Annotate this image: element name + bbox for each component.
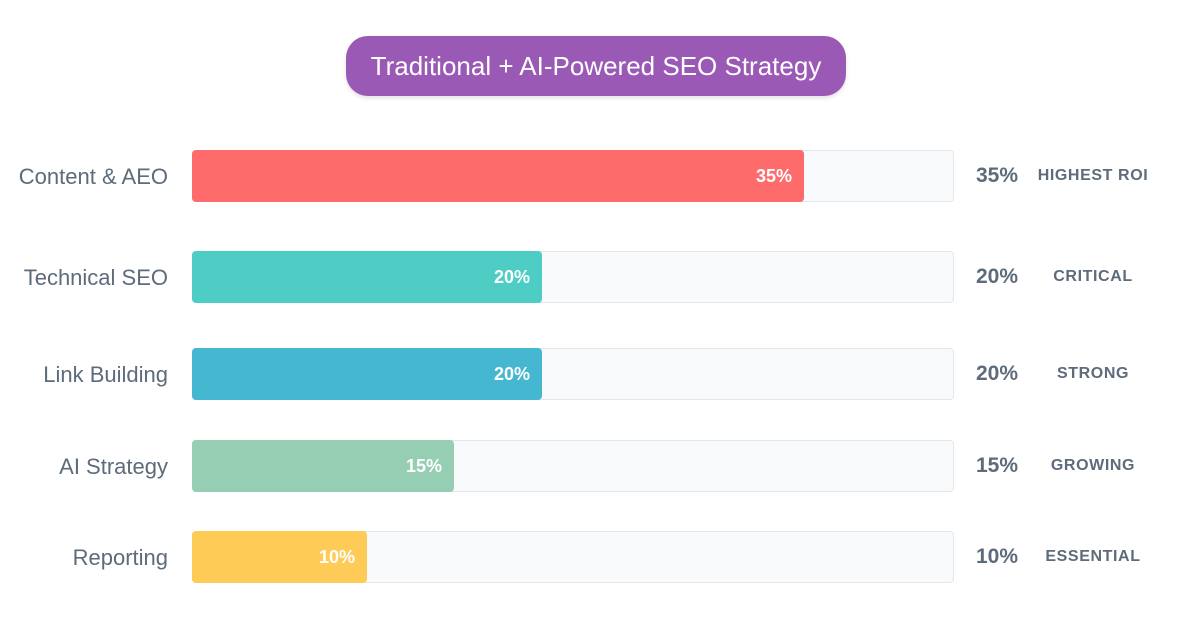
status-tag: GROWING <box>1050 457 1136 474</box>
category-label: Content & AEO <box>18 163 168 189</box>
bar-data-label: 15% <box>405 455 442 476</box>
chart-title: Traditional + AI-Powered SEO Strategy <box>346 36 846 96</box>
bar: 15% <box>192 440 454 492</box>
bar: 20% <box>192 348 542 400</box>
bar-track: 20% <box>192 348 954 400</box>
bar-row-reporting: Reporting 10% 10% ESSENTIAL <box>0 531 1200 583</box>
side-value-label: 15% <box>976 454 1019 477</box>
bar-row-link-building: Link Building 20% 20% STRONG <box>0 348 1200 400</box>
bar-track: 20% <box>192 251 954 303</box>
side-value-label: 10% <box>976 545 1019 568</box>
bar-data-label: 10% <box>318 546 355 567</box>
category-label: Link Building <box>43 361 168 387</box>
bar: 20% <box>192 251 542 303</box>
bar-track: 35% <box>192 150 954 202</box>
status-tag: STRONG <box>1056 365 1130 382</box>
side-value-label: 20% <box>976 362 1019 385</box>
bar-data-label: 20% <box>493 266 530 287</box>
status-tag: HIGHEST ROI <box>1037 167 1149 184</box>
bar-data-label: 20% <box>493 363 530 384</box>
status-tag: ESSENTIAL <box>1045 548 1141 565</box>
bar-row-technical-seo: Technical SEO 20% 20% CRITICAL <box>0 251 1200 303</box>
bar-row-ai-strategy: AI Strategy 15% 15% GROWING <box>0 440 1200 492</box>
bar: 10% <box>192 531 367 583</box>
status-tag: CRITICAL <box>1053 268 1133 285</box>
category-label: Reporting <box>72 544 168 570</box>
bar-track: 15% <box>192 440 954 492</box>
bar: 35% <box>192 150 804 202</box>
side-value-label: 35% <box>976 164 1019 187</box>
bar-row-content-aeo: Content & AEO 35% 35% HIGHEST ROI <box>0 150 1200 202</box>
category-label: Technical SEO <box>23 264 168 290</box>
bar-data-label: 35% <box>755 165 792 186</box>
bar-track: 10% <box>192 531 954 583</box>
side-value-label: 20% <box>976 265 1019 288</box>
category-label: AI Strategy <box>59 453 168 479</box>
